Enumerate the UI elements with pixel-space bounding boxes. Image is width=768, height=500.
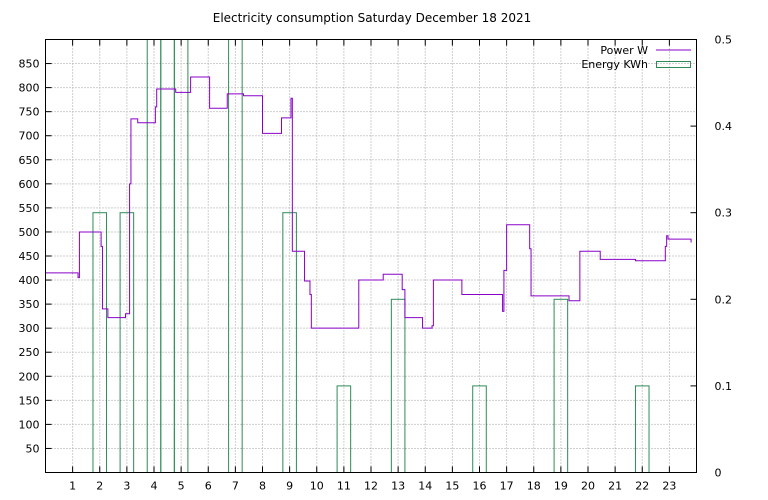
- x-tick-label-17: 17: [500, 480, 514, 493]
- legend-energy-swatch: [656, 61, 691, 68]
- y2-tick-label-0.1: 0.1: [715, 380, 733, 393]
- y-tick-label-600: 600: [19, 178, 40, 191]
- x-tick-label-9: 9: [286, 480, 293, 493]
- y2-tick-label-0.2: 0.2: [715, 293, 733, 306]
- y-tick-label-700: 700: [19, 130, 40, 143]
- legend: Power W Energy KWh: [581, 44, 691, 71]
- y2-tick-label-0.4: 0.4: [715, 120, 733, 133]
- x-tick-label-20: 20: [581, 480, 595, 493]
- x-tick-label-5: 5: [178, 480, 185, 493]
- line-layer: [45, 76, 692, 329]
- grid-layer: [45, 39, 697, 473]
- legend-power-label: Power W: [600, 44, 648, 57]
- y-tick-label-750: 750: [19, 106, 40, 119]
- y-tick-label-450: 450: [19, 250, 40, 263]
- x-tick-label-7: 7: [232, 480, 239, 493]
- x-tick-label-14: 14: [418, 480, 432, 493]
- x-tick-label-15: 15: [445, 480, 459, 493]
- x-tick-label-16: 16: [473, 480, 487, 493]
- y-tick-label-400: 400: [19, 274, 40, 287]
- y-tick-label-800: 800: [19, 82, 40, 95]
- y-tick-label-200: 200: [19, 370, 40, 383]
- y-tick-label-100: 100: [19, 418, 40, 431]
- y2-tick-label-0.5: 0.5: [715, 34, 733, 47]
- power-line: [45, 76, 692, 329]
- y2-tick-label-0.3: 0.3: [715, 207, 733, 220]
- ticks-layer: 1 2 3 4 5 6 7 8 9 10 11 12 13 14 15 16 17 18 19 20 21 22 23501…: [19, 34, 733, 493]
- y-tick-label-300: 300: [19, 322, 40, 335]
- y-tick-label-650: 650: [19, 154, 40, 167]
- chart-title: Electricity consumption Saturday Decembe…: [213, 11, 532, 25]
- y2-tick-label-0: 0: [715, 467, 722, 480]
- x-tick-label-19: 19: [554, 480, 568, 493]
- y-tick-label-550: 550: [19, 202, 40, 215]
- x-tick-label-10: 10: [310, 480, 324, 493]
- x-tick-label-3: 3: [123, 480, 130, 493]
- y-tick-label-350: 350: [19, 298, 40, 311]
- x-tick-label-11: 11: [337, 480, 351, 493]
- y-tick-label-150: 150: [19, 394, 40, 407]
- x-tick-label-18: 18: [527, 480, 541, 493]
- x-tick-label-1: 1: [69, 480, 76, 493]
- x-tick-label-23: 23: [662, 480, 676, 493]
- x-tick-label-21: 21: [608, 480, 622, 493]
- x-tick-label-22: 22: [635, 480, 649, 493]
- y-tick-label-850: 850: [19, 58, 40, 71]
- x-tick-label-12: 12: [364, 480, 378, 493]
- y-tick-label-50: 50: [26, 442, 40, 455]
- x-tick-label-8: 8: [259, 480, 266, 493]
- x-tick-label-6: 6: [205, 480, 212, 493]
- y-tick-label-500: 500: [19, 226, 40, 239]
- x-tick-label-4: 4: [151, 480, 158, 493]
- x-tick-label-13: 13: [391, 480, 405, 493]
- legend-energy-label: Energy KWh: [581, 58, 648, 71]
- x-tick-label-2: 2: [96, 480, 103, 493]
- y-tick-label-250: 250: [19, 346, 40, 359]
